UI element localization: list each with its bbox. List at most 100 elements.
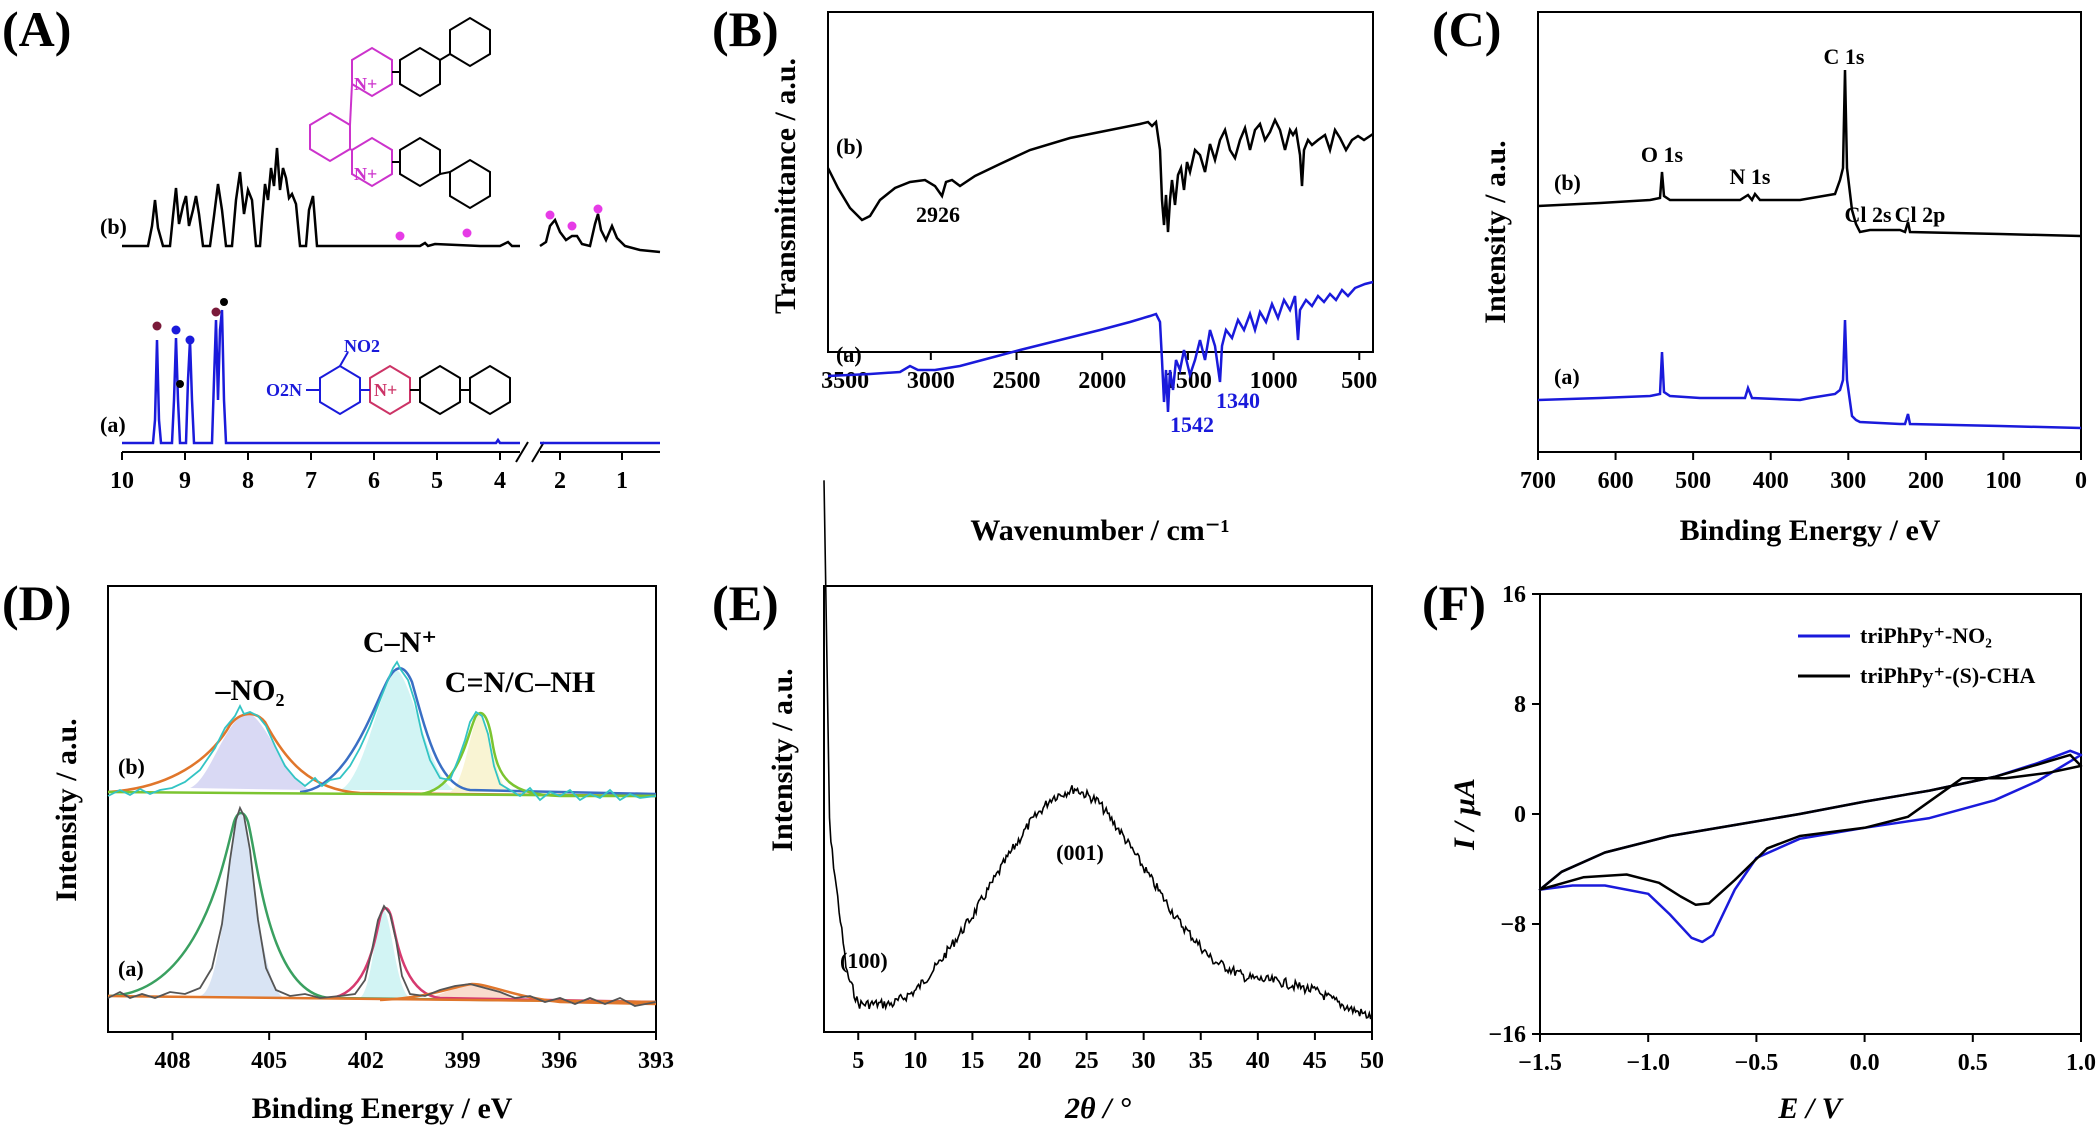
panel-f-x-tick-label: −1.5 [1518,1050,1562,1076]
xps-n1s-a-fit-nitro [107,811,657,1004]
panel-c-y-axis-label: Intensity / a.u. [1479,140,1512,323]
ir-label-b: (b) [836,134,863,159]
panel-d-x-tick-label: 393 [638,1048,674,1074]
panel-a-x-tick-label: 5 [431,468,443,494]
panel-d-label: (D) [2,575,71,631]
panel-d-x-axis-label: Binding Energy / eV [252,1092,513,1125]
panel-b-x-tick-label: 2500 [993,368,1041,394]
panel-b-x-axis-label: Wavenumber / cm⁻¹ [970,514,1229,547]
panel-c-x-ticks: 700 600 500 400 300 200 100 0 [1520,452,2087,494]
xrd-peak-100: (100) [840,948,888,973]
panel-c-label: (C) [1432,1,1501,57]
panel-a-x-tick-label: 1 [616,468,628,494]
spectrum-a [122,309,520,445]
ir-peak-1542: 1542 [1170,412,1214,437]
xps-n1s-cn-label: C–N⁺ [363,626,437,659]
xps-survey-b [1537,69,2082,238]
panel-c-x-axis-label: Binding Energy / eV [1680,514,1941,547]
panel-f-plot [1538,749,2083,944]
panel-d-x-tick-label: 396 [541,1048,577,1074]
structure-b-n-plus-top: N+ [354,74,377,94]
panel-b-label: (B) [712,1,779,57]
panel-d-x-tick-label: 405 [251,1048,287,1074]
axis-break [515,441,545,463]
cv-curve-1 [1538,753,2083,907]
panel-b-x-tick-label: 500 [1341,368,1377,394]
panel-d-x-ticks: 408 405 402 399 396 393 [154,1032,674,1074]
xps-n1s-cnh-label: C=N/C–NH [445,666,595,699]
series-label-b: (b) [100,214,127,239]
panel-f-y-tick-label: −16 [1488,1022,1526,1048]
panel-e-x-tick-label: 35 [1189,1048,1213,1074]
xps-n1s-b-fill-cn [340,670,455,790]
panel-f: (F) −1.5 −1.0 −0.5 0.0 0.5 1.0 16 8 0 −8 −16 E / V… [1422,575,2096,1125]
panel-c-x-tick-label: 100 [1985,468,2021,494]
xrd-peak-001: (001) [1056,840,1104,865]
panel-c-x-tick-label: 0 [2075,468,2087,494]
panel-a-x-tick-label: 8 [242,468,254,494]
panel-c-x-tick-label: 600 [1598,468,1634,494]
panel-e-x-tick-label: 20 [1018,1048,1042,1074]
panel-a: (A) 10 9 8 7 6 5 4 2 1 (b) (a) [2,1,661,494]
ir-peak-2926: 2926 [916,202,960,227]
panel-b-x-tick-label: 3500 [821,368,869,394]
ir-spectrum-a [827,280,1374,413]
panel-e-x-tick-label: 30 [1132,1048,1156,1074]
panel-d-y-axis-label: Intensity / a.u. [50,718,83,901]
spectrum-b [122,147,520,248]
panel-f-label: (F) [1422,575,1486,631]
panel-e-x-tick-label: 45 [1303,1048,1327,1074]
xps-survey-a [1537,319,2082,430]
structure-a-o2n: O2N [266,380,302,400]
xps-n1s-a-raw [107,805,657,1007]
xps-label-a: (a) [1554,364,1580,389]
panel-f-y-axis-label: I / μA [1448,778,1481,851]
panel-e-x-tick-label: 10 [903,1048,927,1074]
xps-n1s-b-fill-cnh [450,714,510,792]
panel-a-x-tick-label: 6 [368,468,380,494]
panel-f-x-tick-label: 0.5 [1958,1050,1988,1076]
panel-d-x-tick-label: 399 [445,1048,481,1074]
panel-d: (D) 408 405 402 399 396 393 Binding Energy / … [2,575,674,1125]
panel-f-y-tick-label: 8 [1514,692,1526,718]
markers-b [395,204,603,241]
xps-n1s-a-fill-cn [360,910,410,998]
panel-a-x-tick-label: 10 [110,468,134,494]
panel-b-x-tick-label: 1000 [1250,368,1298,394]
panel-f-x-axis-label: E / V [1777,1092,1844,1125]
panel-a-label: (A) [2,1,71,57]
panel-b: (B) 3500 3000 2500 2000 1500 1000 500 Wavenumb… [712,1,1377,547]
spectrum-b-right [539,213,661,254]
ir-peak-1340: 1340 [1216,388,1260,413]
panel-e-x-tick-label: 25 [1075,1048,1099,1074]
xps-n1s-label-a: (a) [118,956,144,981]
xps-n1s-a-baseline [107,994,657,1004]
panel-e-x-tick-label: 15 [960,1048,984,1074]
panel-a-x-tick-label: 9 [179,468,191,494]
legend-label-nitro: triPhPy⁺-NO₂ [1860,623,1992,648]
panel-b-x-ticks: 3500 3000 2500 2000 1500 1000 500 [821,352,1377,394]
xps-n1s-b-fill-nitro [190,712,310,790]
structure-a-n-plus: N+ [374,380,397,400]
panel-d-x-tick-label: 402 [348,1048,384,1074]
xps-peak-n1s: N 1s [1730,164,1771,189]
xps-peak-cl2s: Cl 2s [1844,202,1892,227]
markers-a [152,298,228,388]
structure-b [309,16,491,210]
panel-a-x-ticks: 10 9 8 7 6 5 4 2 1 [110,452,628,494]
panel-c-x-tick-label: 700 [1520,468,1556,494]
panel-e-plot [823,480,1373,1020]
panel-f-x-tick-label: −0.5 [1735,1050,1779,1076]
panel-a-x-tick-label: 7 [305,468,317,494]
panel-c: (C) 700 600 500 400 300 200 100 0 Binding Energ… [1432,1,2087,547]
panel-f-y-tick-label: −8 [1500,912,1526,938]
panel-e-x-tick-label: 5 [852,1048,864,1074]
panel-f-x-tick-label: −1.0 [1626,1050,1670,1076]
panel-f-ticks: −1.5 −1.0 −0.5 0.0 0.5 1.0 16 8 0 −8 −16 [1488,582,2096,1076]
panel-e: (E) 5 10 15 20 25 30 35 40 45 50 2θ / ° Intensity… [712,480,1384,1125]
xps-label-b: (b) [1554,170,1581,195]
xps-n1s-b-raw [107,660,657,802]
structure-a-no2: NO2 [344,336,380,356]
xps-peak-o1s: O 1s [1641,142,1684,167]
